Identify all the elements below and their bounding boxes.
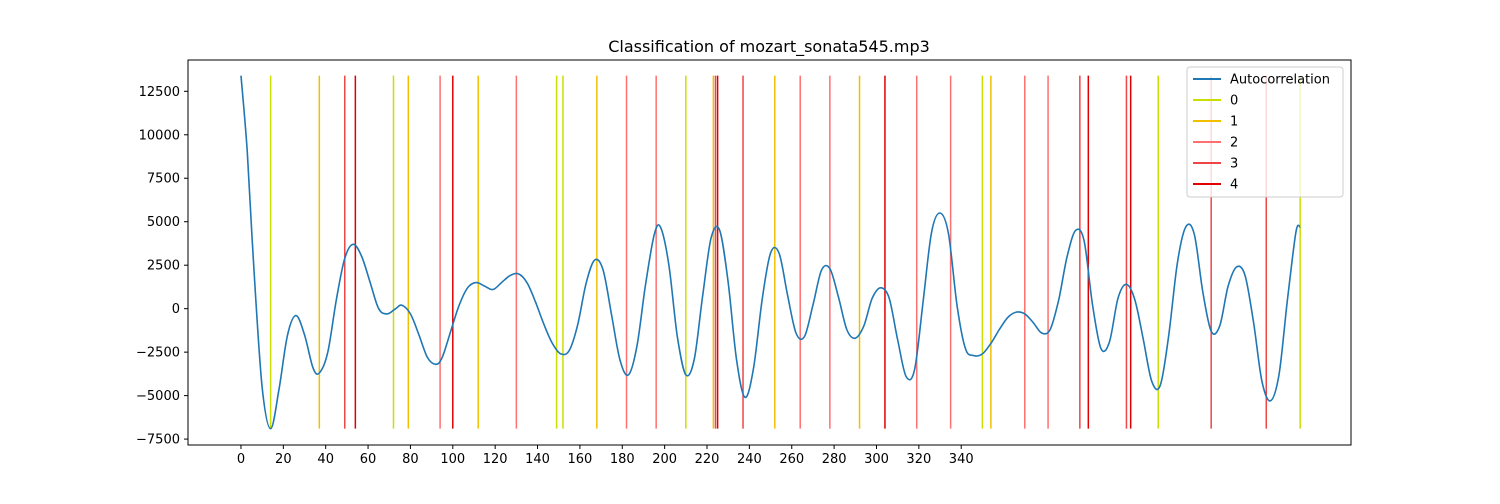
y-tick-label: −7500 <box>136 433 180 448</box>
y-tick-label: 0 <box>172 302 180 317</box>
marker-lines <box>269 75 1301 429</box>
legend-box <box>1186 66 1344 198</box>
x-tick-label: 320 <box>906 452 931 467</box>
x-tick-label: 340 <box>949 452 974 467</box>
x-tick-label: 80 <box>402 452 419 467</box>
x-tick-label: 20 <box>275 452 292 467</box>
x-tick-label: 180 <box>610 452 635 467</box>
x-tick-label: 40 <box>317 452 334 467</box>
x-tick-label: 0 <box>237 452 245 467</box>
y-tick-label: 12500 <box>139 85 180 100</box>
y-tick-label: −5000 <box>136 389 180 404</box>
y-tick-label: −2500 <box>136 346 180 361</box>
y-tick-label: 2500 <box>147 259 180 274</box>
x-tick-label: 140 <box>525 452 550 467</box>
y-tick-label: 7500 <box>147 172 180 187</box>
legend-label: 1 <box>1230 115 1238 130</box>
y-tick-label: 5000 <box>147 215 180 230</box>
legend: Autocorrelation 0 1 2 3 4 <box>1186 66 1344 198</box>
x-tick-label: 300 <box>864 452 889 467</box>
x-axis: 0 20 40 60 80 100 120 140 160 180 200 220 240 260 280 3… <box>237 445 974 467</box>
y-axis: −7500 −5000 −2500 0 2500 5000 7500 10000 12500 <box>136 85 188 448</box>
line-layer <box>240 75 1301 430</box>
x-tick-label: 60 <box>360 452 377 467</box>
legend-label: 3 <box>1230 157 1238 172</box>
plot-frame <box>187 59 1352 446</box>
x-tick-label: 220 <box>695 452 720 467</box>
legend-label: Autocorrelation <box>1230 73 1330 88</box>
x-tick-label: 200 <box>652 452 677 467</box>
series-line-autocorrelation <box>240 75 1301 430</box>
y-tick-label: 10000 <box>139 128 180 143</box>
legend-label: 2 <box>1230 136 1238 151</box>
x-tick-label: 280 <box>822 452 847 467</box>
x-tick-label: 100 <box>440 452 465 467</box>
x-tick-label: 260 <box>779 452 804 467</box>
chart-title: Classification of mozart_sonata545.mp3 <box>608 37 930 57</box>
x-tick-label: 240 <box>737 452 762 467</box>
x-tick-label: 160 <box>567 452 592 467</box>
legend-label: 4 <box>1230 178 1238 193</box>
legend-label: 0 <box>1230 94 1238 109</box>
x-tick-label: 120 <box>483 452 508 467</box>
